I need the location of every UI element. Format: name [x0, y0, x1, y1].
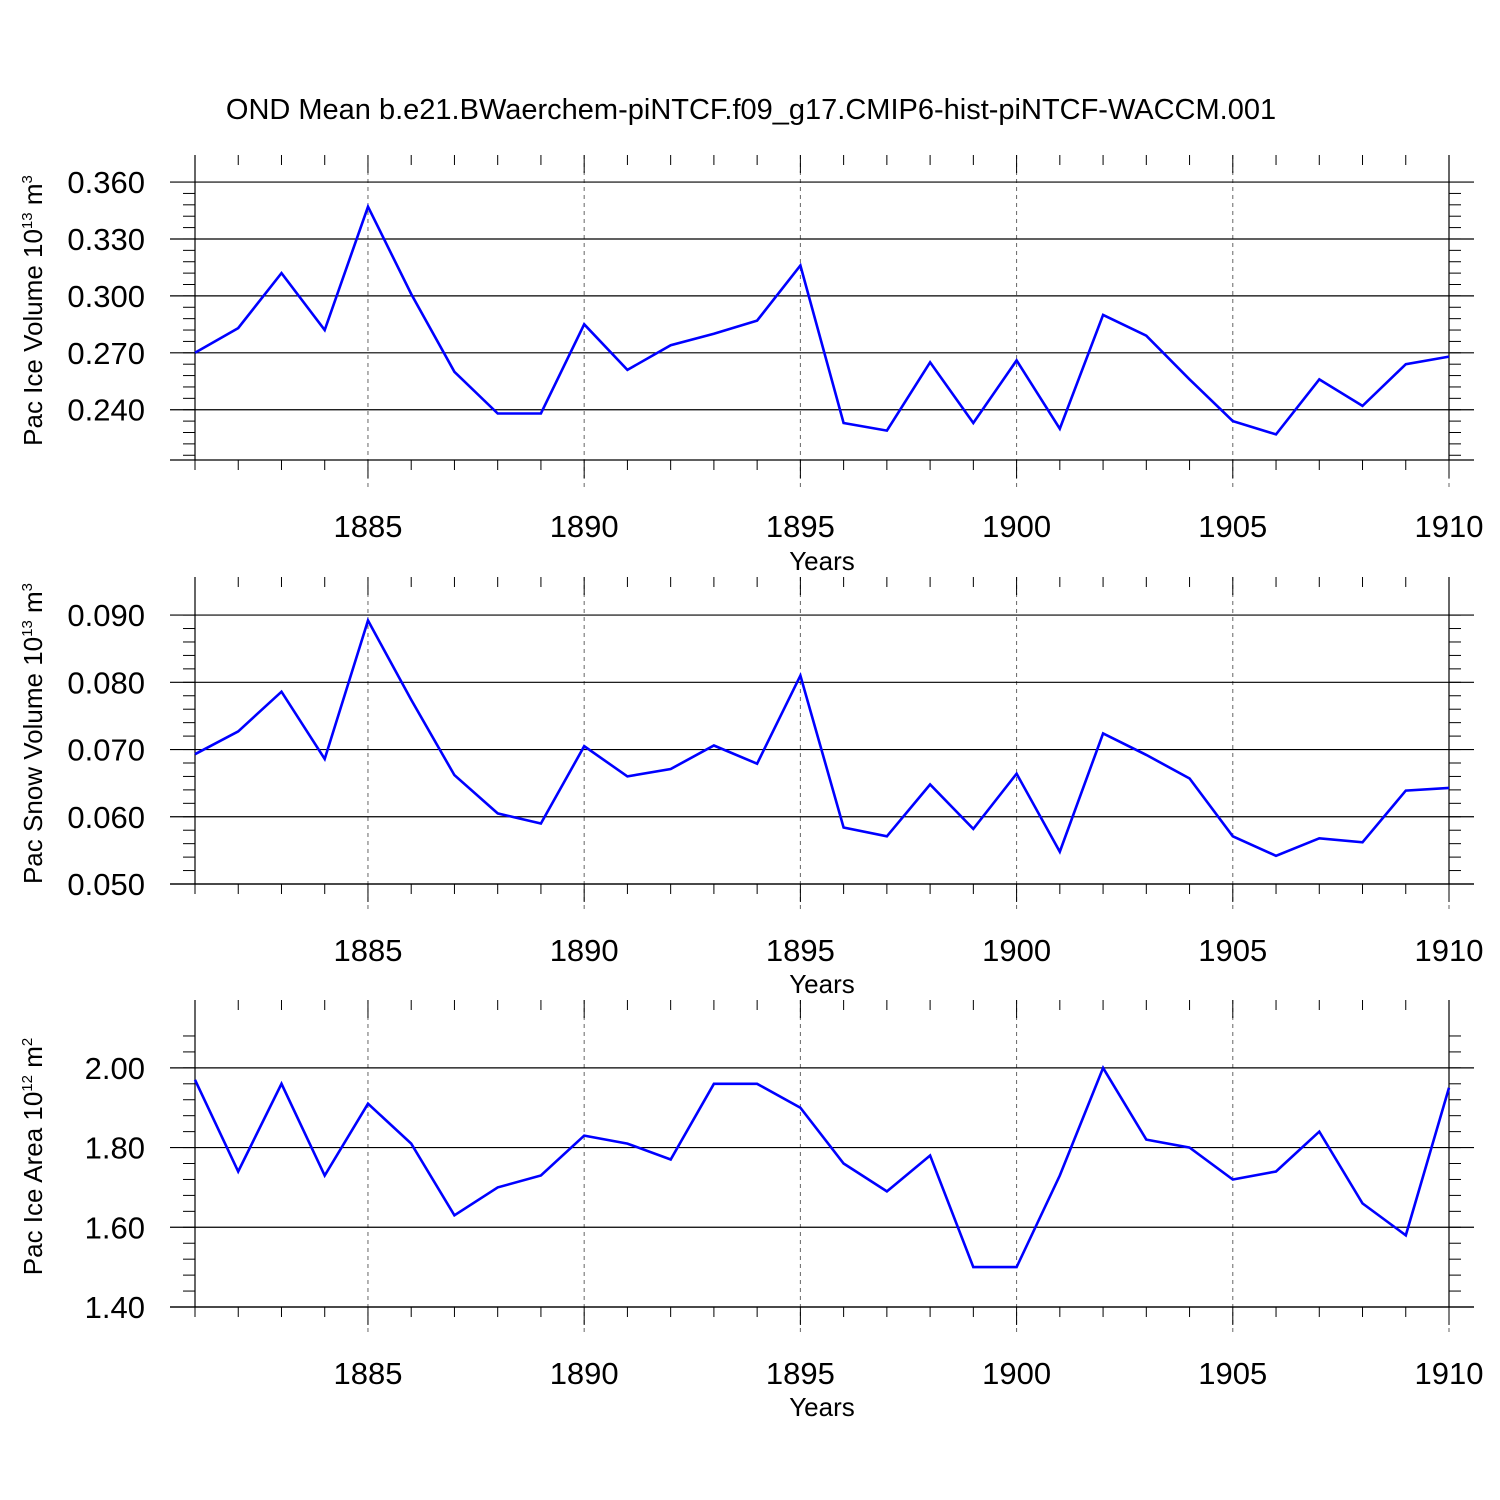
- x-tick-label: 1900: [982, 933, 1051, 968]
- y-axis-label: Pac Ice Volume 1013 m3: [18, 175, 48, 446]
- x-tick-label: 1905: [1198, 509, 1267, 544]
- chart-title: OND Mean b.e21.BWaerchem-piNTCF.f09_g17.…: [226, 94, 1276, 126]
- y-tick-label: 1.40: [85, 1290, 145, 1325]
- x-tick-label: 1900: [982, 509, 1051, 544]
- x-tick-label: 1885: [333, 933, 402, 968]
- y-tick-label: 0.240: [67, 393, 145, 428]
- y-tick-label: 0.330: [67, 222, 145, 257]
- chart-panels: 0.240 0.270 0.300 0.330 0.360 1885 1890 1895 190…: [18, 155, 1483, 1422]
- series-line: [193, 1064, 1451, 1269]
- x-axis-label: Years: [789, 546, 855, 576]
- y-tick-label: 0.090: [67, 598, 145, 633]
- x-tick-label: 1895: [766, 933, 835, 968]
- x-tick-label: 1890: [550, 933, 619, 968]
- y-tick-label: 0.060: [67, 800, 145, 835]
- x-tick-label: 1890: [550, 1356, 619, 1391]
- x-tick-label: 1895: [766, 509, 835, 544]
- y-axis-label-unit-exponent: 2: [19, 1038, 36, 1046]
- y-tick-label: 0.050: [67, 867, 145, 902]
- x-tick-label: 1905: [1198, 933, 1267, 968]
- y-tick-label: 0.070: [67, 733, 145, 768]
- y-axis-label-text: Pac Ice Area 10: [18, 1092, 48, 1276]
- x-tick-label: 1885: [333, 509, 402, 544]
- series-line: [194, 203, 1450, 436]
- x-tick-label: 1910: [1415, 933, 1484, 968]
- x-axis-label: Years: [789, 969, 855, 999]
- y-axis-label-exponent: 13: [19, 620, 36, 637]
- y-tick-label: 0.360: [67, 165, 145, 200]
- y-axis-label-unit: m: [18, 183, 48, 212]
- x-tick-label: 1900: [982, 1356, 1051, 1391]
- x-axis-label: Years: [789, 1392, 855, 1422]
- y-axis-label-exponent: 12: [19, 1075, 36, 1092]
- chart-panel-3: 1.40 1.60 1.80 2.00 1885 1890 1895 1900 1905 1910…: [18, 1000, 1483, 1422]
- series-line: [194, 617, 1450, 858]
- y-tick-label: 2.00: [85, 1051, 145, 1086]
- y-axis-label: Pac Ice Area 1012 m2: [18, 1038, 48, 1275]
- chart-panel-2: 0.050 0.060 0.070 0.080 0.090 1885 1890 1895 190…: [18, 577, 1483, 999]
- y-axis-label-unit: m: [18, 1046, 48, 1075]
- y-tick-label: 0.270: [67, 336, 145, 371]
- y-tick-label: 1.60: [85, 1210, 145, 1245]
- y-tick-label: 0.300: [67, 279, 145, 314]
- y-axis-label-unit-exponent: 3: [19, 583, 36, 591]
- x-tick-label: 1905: [1198, 1356, 1267, 1391]
- x-tick-label: 1885: [333, 1356, 402, 1391]
- x-tick-label: 1910: [1415, 1356, 1484, 1391]
- x-tick-label: 1895: [766, 1356, 835, 1391]
- y-tick-label: 0.080: [67, 665, 145, 700]
- y-axis-label: Pac Snow Volume 1013 m3: [18, 583, 48, 884]
- x-tick-label: 1910: [1415, 509, 1484, 544]
- y-axis-label-text: Pac Ice Volume 10: [18, 229, 48, 446]
- y-tick-label: 1.80: [85, 1131, 145, 1166]
- x-tick-label: 1890: [550, 509, 619, 544]
- y-axis-label-unit: m: [18, 591, 48, 620]
- y-axis-label-unit-exponent: 3: [19, 175, 36, 183]
- y-axis-label-text: Pac Snow Volume 10: [18, 637, 48, 884]
- chart-panel-1: 0.240 0.270 0.300 0.330 0.360 1885 1890 1895 190…: [18, 155, 1483, 576]
- y-axis-label-exponent: 13: [19, 212, 36, 229]
